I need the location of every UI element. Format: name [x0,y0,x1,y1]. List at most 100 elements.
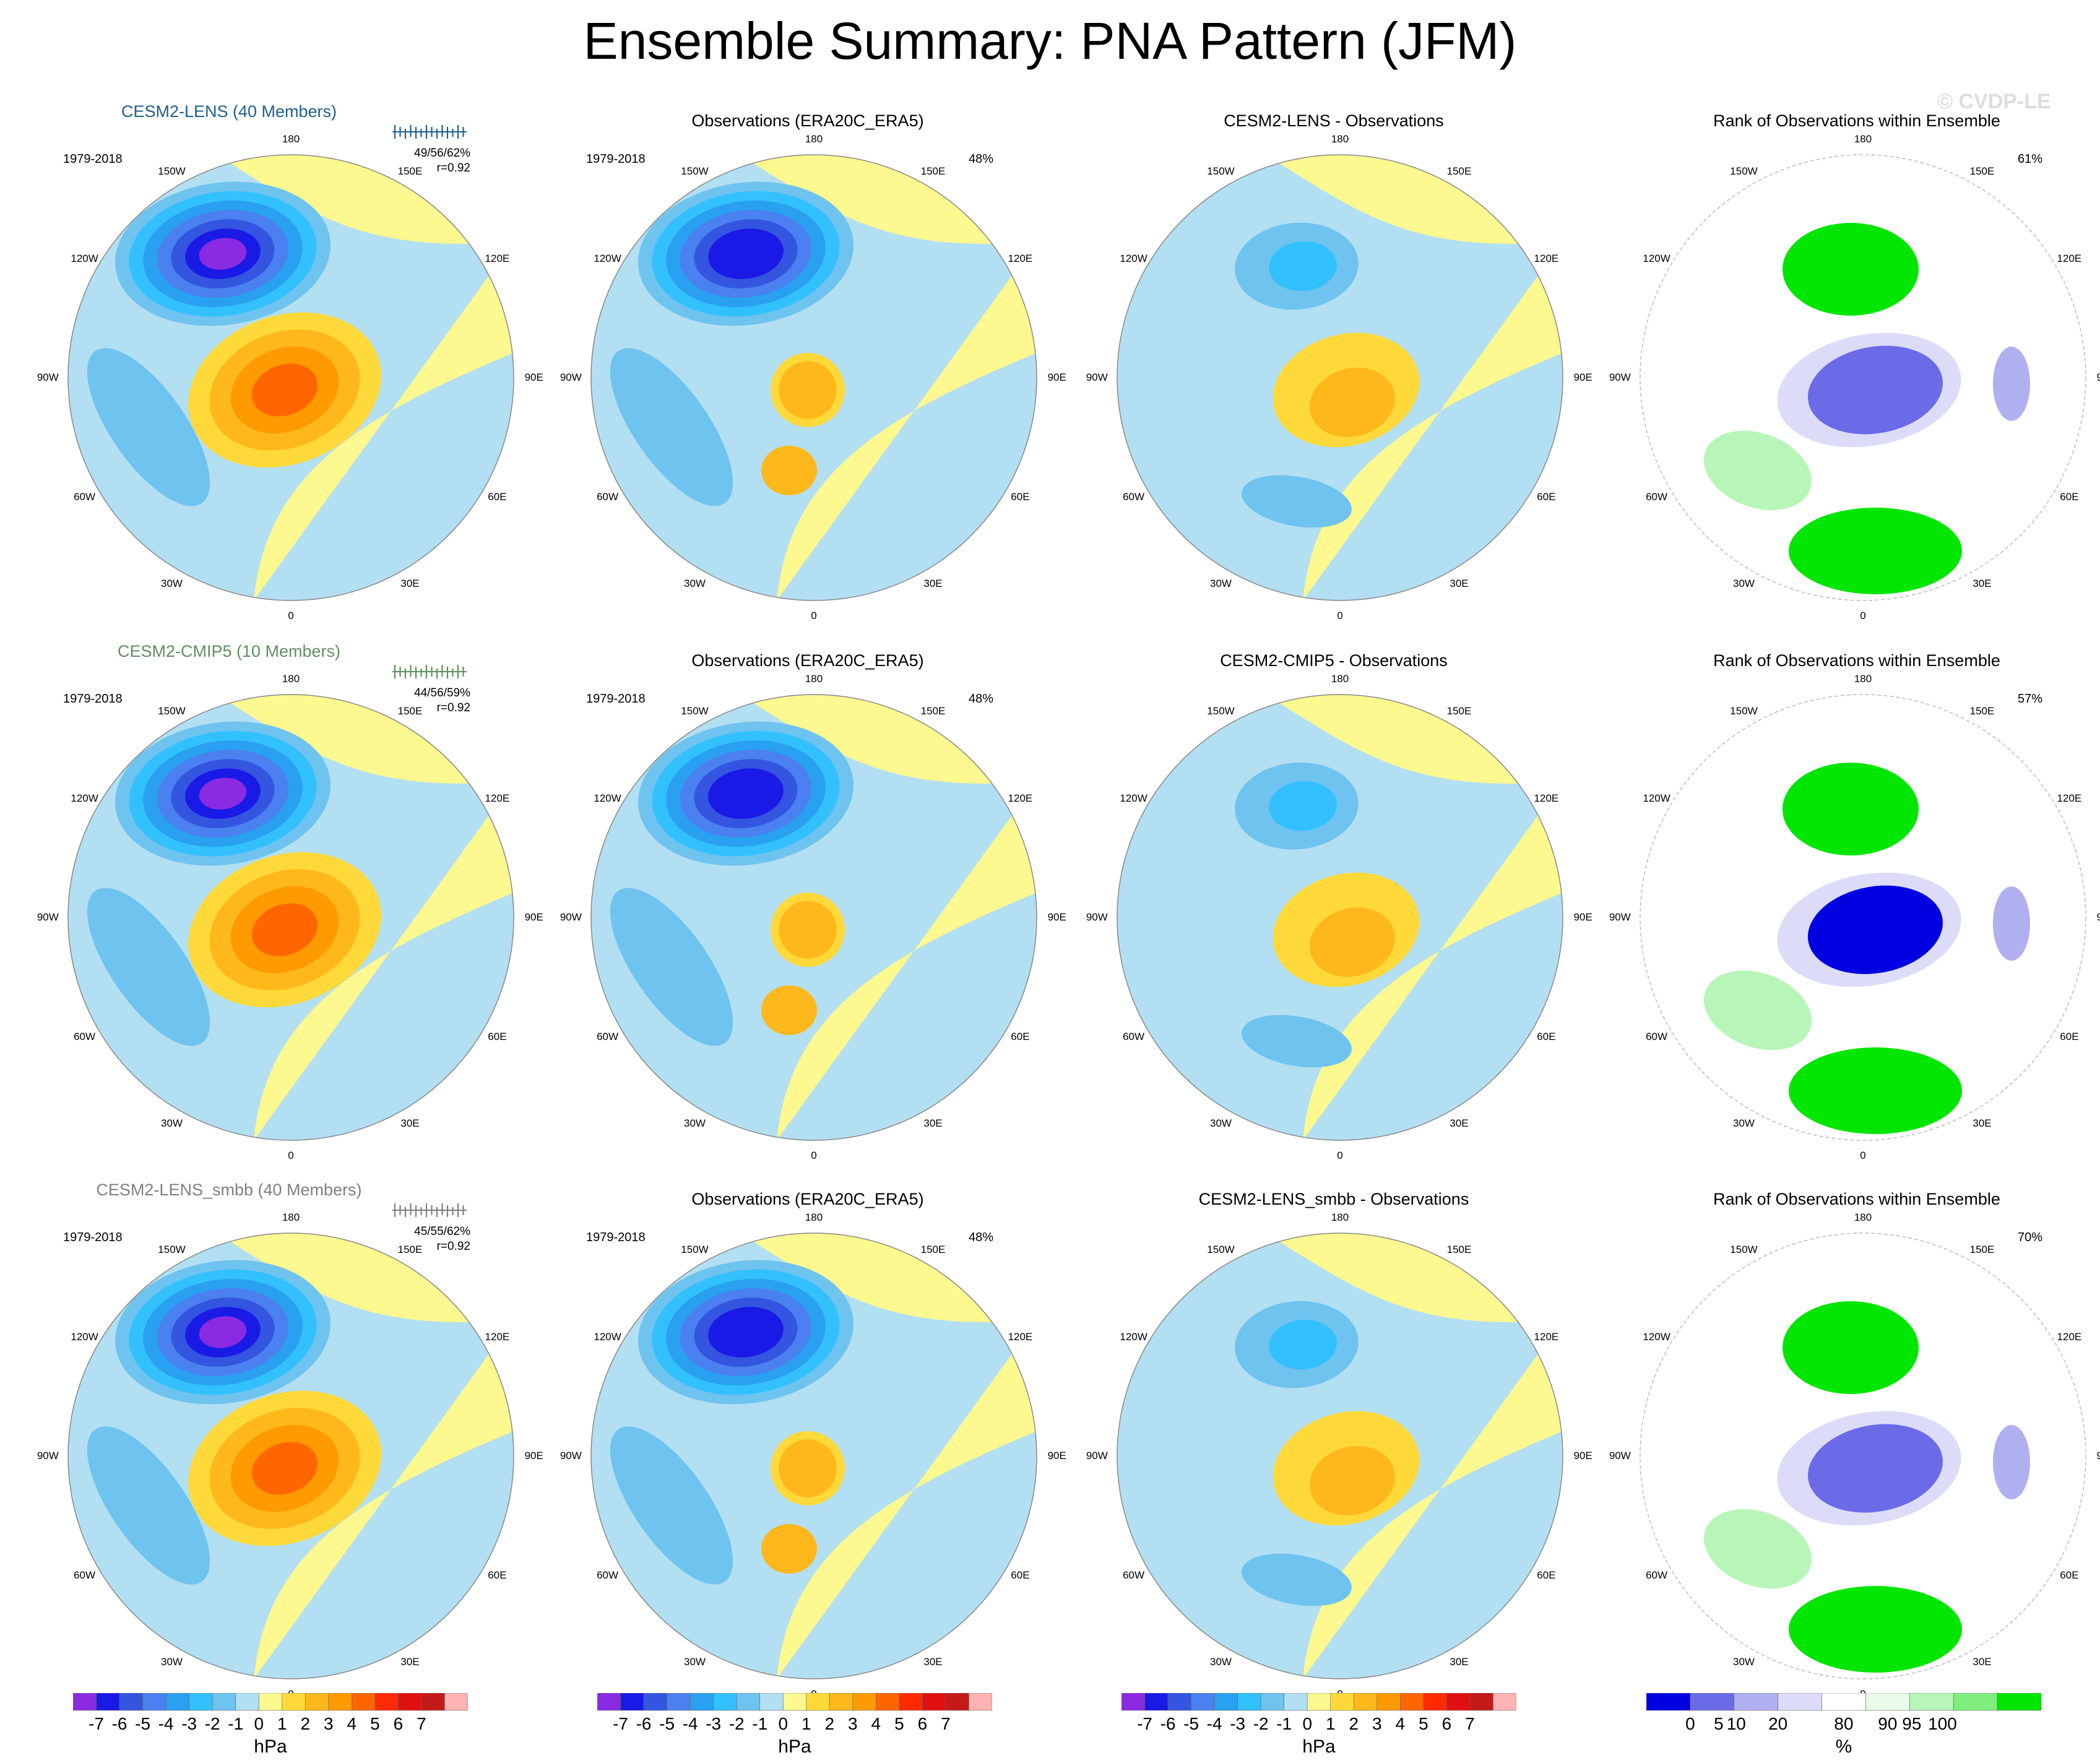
colorbar-swatch [305,1692,329,1711]
lon-label: 60W [1123,1569,1145,1581]
lon-label: 120E [2057,792,2082,804]
colorbar-tick-label: -2 [728,1714,745,1733]
diff-atlantic-low [1242,1553,1352,1606]
lon-label: 0 [811,1150,817,1161]
colorbar-swatch [876,1692,900,1711]
diff-map [1117,154,1563,601]
lon-label: 120E [485,1330,510,1343]
colorbar-swatch [736,1692,761,1711]
colorbar-tick-label: -3 [1230,1714,1246,1733]
lon-label: 60E [2060,490,2079,503]
colorbar-tick-label: -5 [1183,1714,1199,1733]
colorbar-tick-label: 6 [917,1714,928,1733]
stats-line: r=0.92 [436,162,470,175]
member-whisker [392,1203,467,1217]
lon-label: 0 [288,610,294,622]
panel-title: Observations (ERA20C_ERA5) [691,1190,924,1208]
colorbar-tick-label: -7 [613,1714,628,1733]
panel-title: Rank of Observations within Ensemble [1713,651,2000,670]
panel-title: CESM2-LENS - Observations [1224,111,1444,130]
panel-title: Rank of Observations within Ensemble [1713,111,2000,130]
map-panel-rank: Rank of Observations within Ensemble 180 1… [1591,111,2100,644]
stats-line: 45/55/62% [414,1225,470,1238]
colorbar-tick-label: -7 [89,1714,104,1733]
lon-label: 60W [1646,1569,1668,1581]
lon-label: 30W [1210,1117,1232,1130]
lon-label: 90E [2096,1450,2100,1462]
colorbar-tick-label: 3 [1372,1714,1382,1733]
lon-label: 90E [1573,371,1592,383]
colorbar-swatches [1121,1692,1517,1711]
lon-label: 90W [1609,371,1631,383]
low-contour-7 [199,238,247,270]
lon-label: 90W [1086,1450,1108,1462]
colorbar-swatch [212,1692,236,1711]
lon-label: 150E [920,1243,946,1255]
model-map [67,694,514,1141]
diff-high-core [1309,907,1396,977]
panel-title: CESM2-LENS_smbb - Observations [1198,1190,1469,1208]
watermark: © CVDP-LE [1937,90,2051,113]
lon-label: 120W [1643,252,1670,264]
map-panel-model: CESM2-CMIP5 (10 Members) 180 150E 120E 90E 60… [19,642,551,1184]
lon-label: 150E [1446,704,1472,717]
colorbar-tick-label: 7 [941,1714,951,1733]
lon-label: 120E [2057,252,2082,264]
map-panel-diff: CESM2-LENS - Observations 180 150E 120E 90E 6… [1068,111,1600,644]
lon-label: 180 [1331,1211,1349,1223]
low-contour-7 [199,1316,247,1348]
lon-label: 0 [811,610,817,622]
colorbar-tick-label: 6 [393,1714,404,1733]
figure-title: Ensemble Summary: PNA Pattern (JFM) [583,12,1517,70]
lon-label: 30W [684,1656,706,1668]
colorbar-tick-label: -2 [1253,1714,1269,1733]
map-panel-rank: Rank of Observations within Ensemble 180 1… [1591,651,2100,1184]
high-contour-4 [252,363,318,417]
colorbar-swatch [713,1692,737,1711]
colorbar-unit: hPa [254,1736,287,1757]
panel-title: CESM2-LENS_smbb (40 Members) [96,1180,362,1199]
colorbar-tick-label: 2 [300,1714,311,1733]
southeast-low [610,348,733,506]
colorbar-swatch [1865,1692,1910,1711]
lon-label: 90W [1609,1450,1631,1462]
lon-label: 90E [1047,371,1066,383]
colorbar: -7 -6 -5 -4 -3 -2 -1 0 1 2 3 4 5 6 7 hPa [72,1692,469,1757]
colorbar-swatch [1690,1692,1735,1711]
diff-low-core [1269,241,1337,292]
lon-label: 60E [1011,1569,1030,1581]
colorbar-swatch [398,1692,422,1711]
colorbar-tick-label: 0 [1302,1714,1313,1733]
diff-high-core [1309,367,1396,438]
low-contour-6 [708,228,784,279]
lon-label: 30E [923,1656,943,1668]
lon-label: 30W [161,1117,183,1130]
lon-label: 30W [1210,578,1232,590]
colorbar-tick-label: 90 [1878,1714,1898,1733]
lon-label: 150W [1207,1243,1235,1255]
high-contour-2 [779,361,837,419]
colorbar-swatch [328,1692,352,1711]
lon-label: 90E [1047,1450,1066,1462]
colorbar-tick-label: -6 [111,1714,127,1733]
colorbar-swatch [852,1692,876,1711]
colorbar-swatch [922,1692,946,1711]
colorbar-swatch [1191,1692,1215,1711]
lon-label: 30E [400,1117,420,1130]
lon-label: 150W [158,165,186,177]
rank-low-core [1807,885,1943,974]
lon-label: 120E [1534,1330,1559,1343]
southeast-low [87,888,210,1046]
lon-label: 180 [1854,133,1872,145]
colorbar-tick-label: -1 [1276,1714,1292,1733]
map-panel-diff: CESM2-CMIP5 - Observations 180 150E 120E 90E… [1068,651,1600,1184]
lon-label: 60W [1123,490,1145,503]
lon-label: 120W [1643,792,1670,804]
colorbar-swatch [1446,1692,1471,1711]
lon-label: 60W [597,1030,619,1042]
member-whisker [392,665,467,678]
lon-label: 150W [1730,165,1758,177]
colorbar-swatch [689,1692,714,1711]
map-panel-rank: Rank of Observations within Ensemble 180 1… [1591,1190,2100,1722]
period-label: 1979-2018 [586,1231,646,1244]
